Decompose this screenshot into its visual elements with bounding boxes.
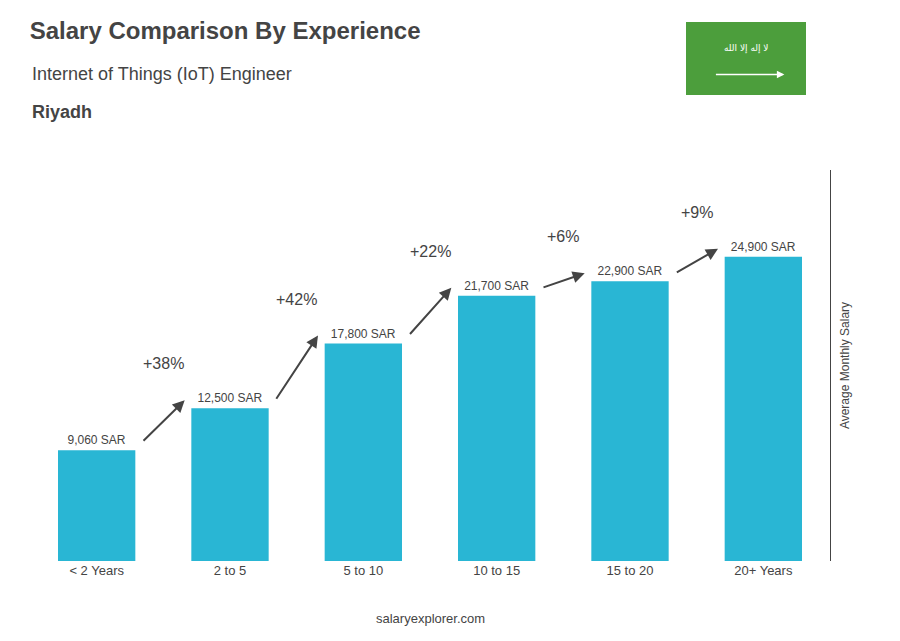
svg-text:5 to 10: 5 to 10 <box>343 563 383 578</box>
svg-text:15 to 20: 15 to 20 <box>607 563 654 578</box>
svg-text:< 2 Years: < 2 Years <box>69 563 124 578</box>
svg-text:21,700 SAR: 21,700 SAR <box>464 279 529 293</box>
svg-text:Salary Comparison By Experienc: Salary Comparison By Experience <box>30 17 421 44</box>
svg-text:Average Monthly Salary: Average Monthly Salary <box>838 302 852 429</box>
svg-text:+42%: +42% <box>276 291 317 308</box>
svg-text:+6%: +6% <box>547 228 579 245</box>
svg-text:20+ Years: 20+ Years <box>734 563 793 578</box>
svg-text:+9%: +9% <box>681 204 713 221</box>
svg-text:salaryexplorer.com: salaryexplorer.com <box>376 611 485 626</box>
svg-text:24,900 SAR: 24,900 SAR <box>731 240 796 254</box>
svg-text:9,060 SAR: 9,060 SAR <box>67 433 125 447</box>
svg-text:لا إله إلا الله: لا إله إلا الله <box>724 43 768 54</box>
svg-text:Riyadh: Riyadh <box>32 102 92 122</box>
svg-text:+22%: +22% <box>410 243 451 260</box>
svg-text:Internet of Things (IoT) Engin: Internet of Things (IoT) Engineer <box>32 64 292 84</box>
svg-text:12,500 SAR: 12,500 SAR <box>197 391 262 405</box>
svg-text:+38%: +38% <box>143 355 184 372</box>
svg-text:22,900 SAR: 22,900 SAR <box>597 264 662 278</box>
svg-text:2 to 5: 2 to 5 <box>214 563 247 578</box>
svg-text:10 to 15: 10 to 15 <box>473 563 520 578</box>
svg-text:17,800 SAR: 17,800 SAR <box>331 327 396 341</box>
